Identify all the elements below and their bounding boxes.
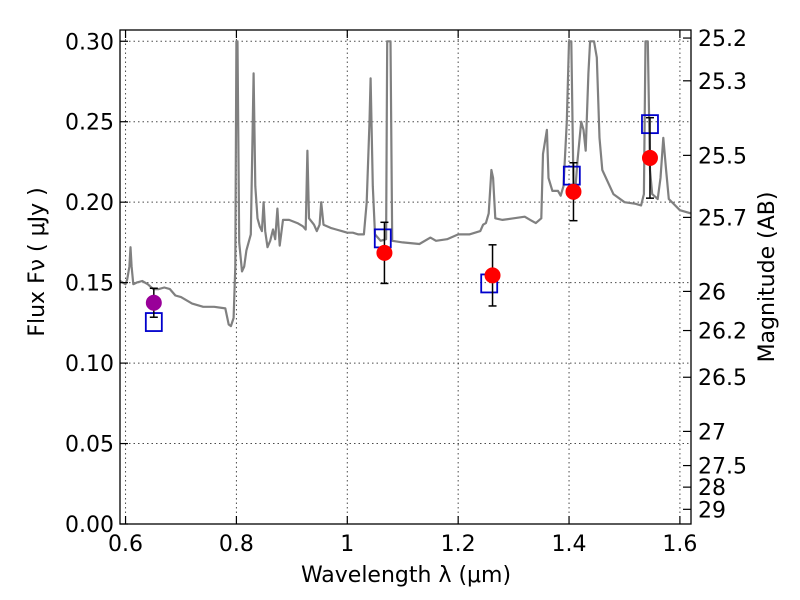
y-tick-label: 0.20 — [65, 191, 114, 216]
observed-point — [641, 149, 658, 166]
right-tick-label: 25.5 — [698, 144, 747, 169]
right-tick-label: 27.5 — [698, 455, 747, 480]
y-tick-label: 0.05 — [65, 433, 114, 458]
right-axis-title: Magnitude (AB) — [755, 192, 780, 363]
x-tick-label: 1 — [340, 532, 354, 557]
y-tick-label: 0.25 — [65, 111, 114, 136]
photometry-markers — [144, 114, 659, 332]
plot-frame — [119, 29, 692, 525]
x-tick-label: 0.8 — [219, 532, 254, 557]
x-tick-label: 1.4 — [552, 532, 587, 557]
y-tick-label: 0.10 — [65, 352, 114, 377]
right-tick-label: 29 — [698, 498, 726, 523]
observed-point — [565, 183, 582, 200]
spectrum-line — [120, 40, 691, 328]
observed-point — [376, 244, 393, 261]
right-tick-label: 27 — [698, 420, 726, 445]
right-tick-label: 28 — [698, 476, 726, 501]
y-axis-title: Flux Fν ( μJy ) — [25, 187, 50, 336]
observed-point — [484, 267, 501, 284]
right-tick-label: 26.2 — [698, 320, 747, 345]
right-tick-label: 25.7 — [698, 206, 747, 231]
x-tick-label: 0.6 — [108, 532, 143, 557]
right-tick-label: 25.2 — [698, 27, 747, 52]
y-tick-label: 0.15 — [65, 272, 114, 297]
y-tick-label: 0.00 — [65, 513, 114, 538]
grid-lines — [120, 30, 691, 525]
x-tick-label: 1.2 — [441, 532, 476, 557]
y-tick-label: 0.30 — [65, 30, 114, 55]
observed-point — [145, 294, 162, 311]
x-tick-label: 1.6 — [662, 532, 697, 557]
x-axis-title: Wavelength λ (μm) — [301, 563, 511, 588]
right-tick-label: 26 — [698, 280, 726, 305]
spectrum-series — [120, 40, 691, 328]
right-tick-label: 25.3 — [698, 70, 747, 95]
axis-ticks: 0.6 0.8 1 1.2 1.4 1.6 0.00 0.05 0.10 0.15 0.20 0.25… — [65, 27, 747, 557]
right-tick-label: 26.5 — [698, 366, 747, 391]
